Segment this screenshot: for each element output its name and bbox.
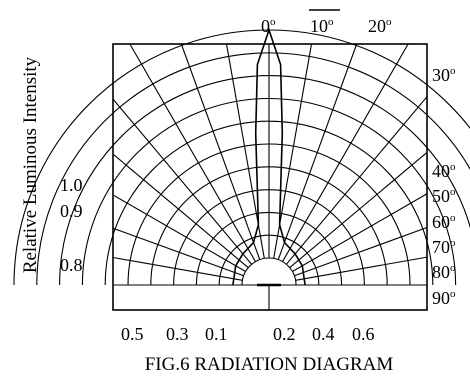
bottom-label-0-4: 0.4	[312, 324, 335, 344]
radial-line-80	[295, 256, 428, 281]
polar-grid	[13, 29, 470, 310]
angle-label-60: 60o	[432, 212, 456, 232]
radial-line-50	[289, 152, 428, 269]
radial-line-m70	[112, 227, 244, 277]
angle-label-50: 50o	[432, 186, 456, 206]
grid-ring-9	[36, 52, 470, 286]
bottom-label-0-6: 0.6	[352, 324, 375, 344]
bottom-label-0-3: 0.3	[166, 324, 189, 344]
bottom-label-0-2: 0.2	[273, 324, 296, 344]
radial-line-m20	[180, 43, 261, 260]
radial-line-40	[285, 96, 428, 265]
radial-line-m50	[112, 153, 249, 269]
chart-title: FIG.6 RADIATION DIAGRAM	[145, 354, 394, 375]
plot-frame	[112, 43, 428, 311]
radial-line-70	[294, 226, 428, 277]
radial-line-m80	[112, 256, 243, 281]
intensity-label-0-9: 0.9	[60, 201, 83, 221]
radial-line-30	[282, 43, 409, 262]
angle-label-20: 20o	[368, 16, 392, 36]
grid-ring-10	[13, 29, 470, 286]
intensity-label-0-8: 0.8	[60, 255, 83, 275]
y-axis-title: Relative Luminous Intensity	[20, 56, 41, 273]
intensity-label-1-0: 1.0	[60, 175, 83, 195]
bottom-label-0-1: 0.1	[205, 324, 228, 344]
radial-line-m40	[112, 98, 253, 265]
angle-label-30: 30o	[432, 65, 456, 85]
radial-line-m60	[112, 194, 246, 272]
angle-label-40: 40o	[432, 161, 456, 181]
angle-label-80: 80o	[432, 262, 456, 282]
radial-line-m30	[129, 43, 256, 262]
angle-label-90: 90o	[432, 288, 456, 308]
radial-line-60	[292, 193, 428, 272]
intensity-curve-group	[232, 27, 306, 286]
grid-ring-8	[59, 75, 470, 286]
radial-line-20	[277, 43, 358, 260]
angle-label-10: 10o	[310, 16, 334, 36]
angle-label-70: 70o	[432, 237, 456, 257]
bottom-label-0-5: 0.5	[121, 324, 144, 344]
intensity-curve-1	[232, 27, 306, 286]
angle-label-0: 0o	[261, 16, 276, 36]
